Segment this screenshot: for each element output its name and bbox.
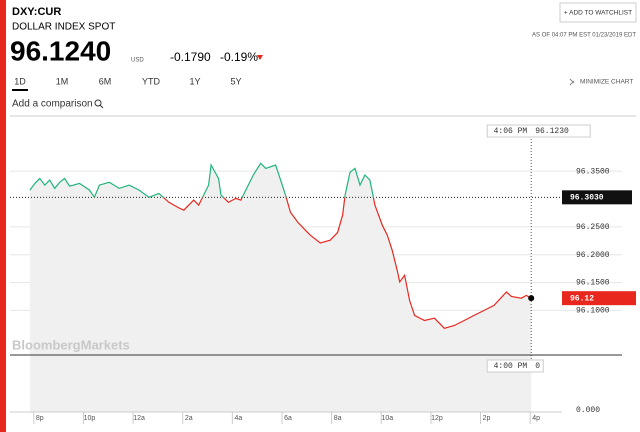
last-point xyxy=(528,295,535,302)
x-tick-label: 8a xyxy=(334,415,342,422)
volume-tooltip xyxy=(486,359,544,373)
reference-label: 96.3030 xyxy=(570,193,604,202)
tabs: 1D 1M 6M YTD 1Y 5Y xyxy=(12,76,242,91)
watermark: BloombergMarkets xyxy=(12,337,130,352)
as-of: AS OF 04:07 PM EST 01/23/2019 EDT xyxy=(532,33,636,39)
tab[interactable]: 5Y xyxy=(230,76,241,86)
crosshair-time: 4:06 PM xyxy=(494,127,528,136)
tab[interactable]: 1Y xyxy=(189,76,200,86)
y-tick-label: 96.1000 xyxy=(576,307,610,316)
y-tick-label: 96.3500 xyxy=(576,167,610,176)
x-tick-label: 12a xyxy=(133,415,145,422)
tab[interactable]: 1M xyxy=(56,76,69,86)
tab[interactable]: 1D xyxy=(14,76,26,86)
last-label: 96.12 xyxy=(570,294,594,303)
watchlist-label[interactable]: + ADD TO WATCHLIST xyxy=(564,10,632,17)
change: -0.1790 xyxy=(170,50,211,64)
price: 96.1240 xyxy=(10,35,111,66)
crosshair-tooltip xyxy=(486,124,591,138)
search-icon[interactable] xyxy=(94,99,102,107)
instrument-name: DOLLAR INDEX SPOT xyxy=(12,22,115,33)
y-tick-label: 96.2500 xyxy=(576,223,610,232)
last-label-box xyxy=(562,291,636,306)
change-pct: -0.19% xyxy=(220,50,258,64)
x-tick-label: 6a xyxy=(284,415,292,422)
x-tick-label: 4a xyxy=(234,415,242,422)
plot: 96.1000 96.1500 96.2000 96.2500 96.3500 96.30… xyxy=(10,124,636,424)
x-tick-label: 4p xyxy=(532,415,540,422)
volume-value: 0 xyxy=(535,362,540,371)
y-tick-label: 96.1500 xyxy=(576,279,610,288)
search-icon-handle xyxy=(99,104,104,109)
price-line xyxy=(29,162,532,329)
crosshair-value: 96.1230 xyxy=(535,127,569,136)
x-tick-label: 2a xyxy=(185,415,193,422)
volume-time: 4:00 PM xyxy=(494,362,528,371)
y-tick-label: 96.2000 xyxy=(576,251,610,260)
currency: USD xyxy=(131,58,144,64)
watchlist-button[interactable] xyxy=(559,2,637,23)
reference-label-box xyxy=(562,190,632,205)
x-tick-label: 10p xyxy=(84,415,96,422)
accent-bar xyxy=(0,0,6,432)
tab[interactable]: 6M xyxy=(99,76,112,86)
comparison-input[interactable]: Add a comparison xyxy=(12,99,93,110)
x-tick-label: 8p xyxy=(36,415,44,422)
x-tick-label: 2p xyxy=(483,415,491,422)
tab[interactable]: YTD xyxy=(142,76,161,86)
minimize-chart[interactable]: MINIMIZE CHART xyxy=(580,79,633,86)
volume-axis-label: 0.000 xyxy=(576,406,600,415)
minimize-icon[interactable] xyxy=(569,78,575,86)
area xyxy=(29,163,532,412)
x-tick-label: 12p xyxy=(431,415,443,422)
x-tick-label: 10a xyxy=(381,415,393,422)
ticker: DXY:CUR xyxy=(12,6,61,18)
down-arrow xyxy=(257,55,263,60)
